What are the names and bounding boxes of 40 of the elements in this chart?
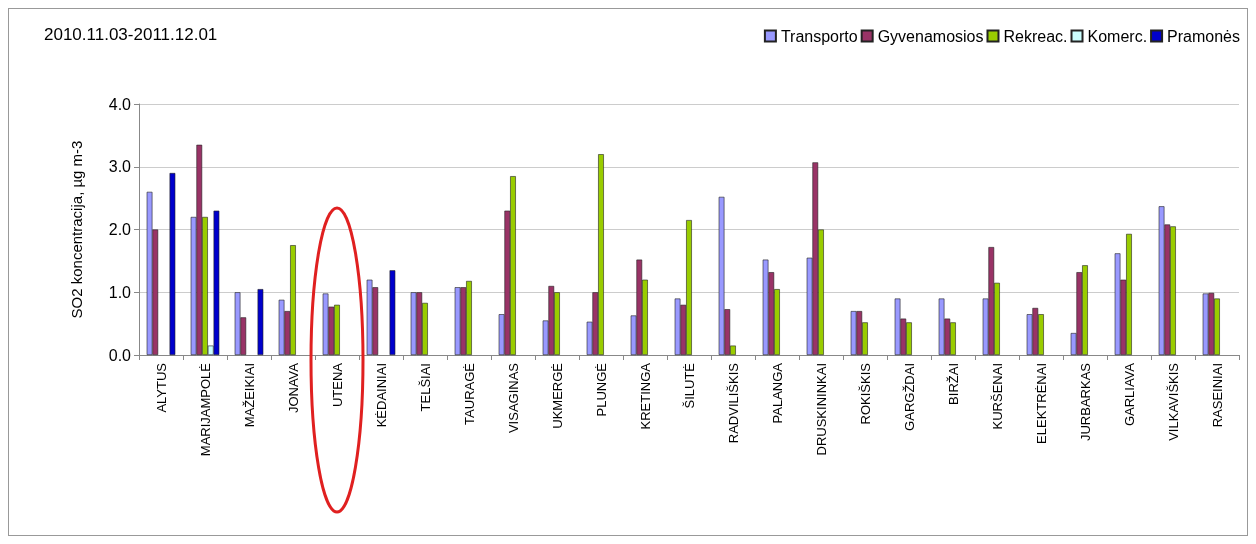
x-tick-label: TAURAGĖ — [461, 362, 477, 425]
x-tick-label: RADVILIŠKIS — [725, 362, 741, 444]
x-tick-label: JURBARKAS — [1077, 362, 1093, 442]
x-tick-label: MAŽEIKIAI — [241, 363, 257, 428]
legend-label: Komerc. — [1087, 27, 1148, 45]
x-tick-label: DRUSKININKAI — [813, 363, 829, 456]
x-tick-label: PLUNGĖ — [593, 362, 609, 417]
x-tick-label: TELŠIAI — [417, 363, 433, 412]
x-tick-label: VILKAVIŠKIS — [1165, 362, 1181, 441]
y-tick-label: 4.0 — [108, 95, 132, 113]
legend-label: Transporto — [780, 27, 858, 45]
x-tick-label: GARGŽDAI — [901, 363, 917, 431]
x-tick-label: UKMERGĖ — [549, 362, 565, 429]
x-tick-label: ELEKTRĖNAI — [1033, 363, 1049, 444]
x-tick-label: ROKIŠKIS — [857, 362, 873, 425]
legend-label: Gyvenamosios — [877, 27, 984, 45]
x-tick-label: BIRŽAI — [945, 363, 961, 405]
x-tick-label: ŠILUTĖ — [681, 362, 697, 409]
y-tick-label: 0.0 — [108, 346, 132, 364]
x-tick-label: ALYTUS — [153, 362, 169, 413]
x-tick-label: UTENA — [329, 362, 345, 408]
bar — [389, 270, 396, 355]
x-tick-label: MARIJAMPOLĖ — [197, 362, 213, 457]
y-tick-label: 2.0 — [108, 221, 132, 238]
y-tick-label: 3.0 — [108, 158, 132, 176]
x-tick-label: GARLIAVA — [1121, 362, 1137, 427]
x-tick-label: KĖDAINIAI — [373, 363, 389, 428]
y-axis-title: SO2 koncentracija, µg m-3 — [68, 140, 85, 319]
y-tick-label: 1.0 — [108, 283, 132, 301]
x-tick-label: KURŠENAI — [989, 363, 1005, 430]
x-tick-label: KRETINGA — [637, 362, 653, 430]
x-tick-label: JONAVA — [285, 362, 301, 414]
x-tick-label: VISAGINAS — [505, 362, 521, 434]
legend-label: Pramonės — [1167, 27, 1240, 45]
bar — [257, 289, 264, 355]
chart-title: 2010.11.03-2011.12.01 — [44, 25, 218, 44]
x-tick-label: RASEINIAI — [1209, 363, 1225, 428]
legend-label: Rekreac. — [1003, 27, 1068, 45]
x-tick-label: PALANGA — [769, 362, 785, 424]
bar — [169, 173, 176, 355]
